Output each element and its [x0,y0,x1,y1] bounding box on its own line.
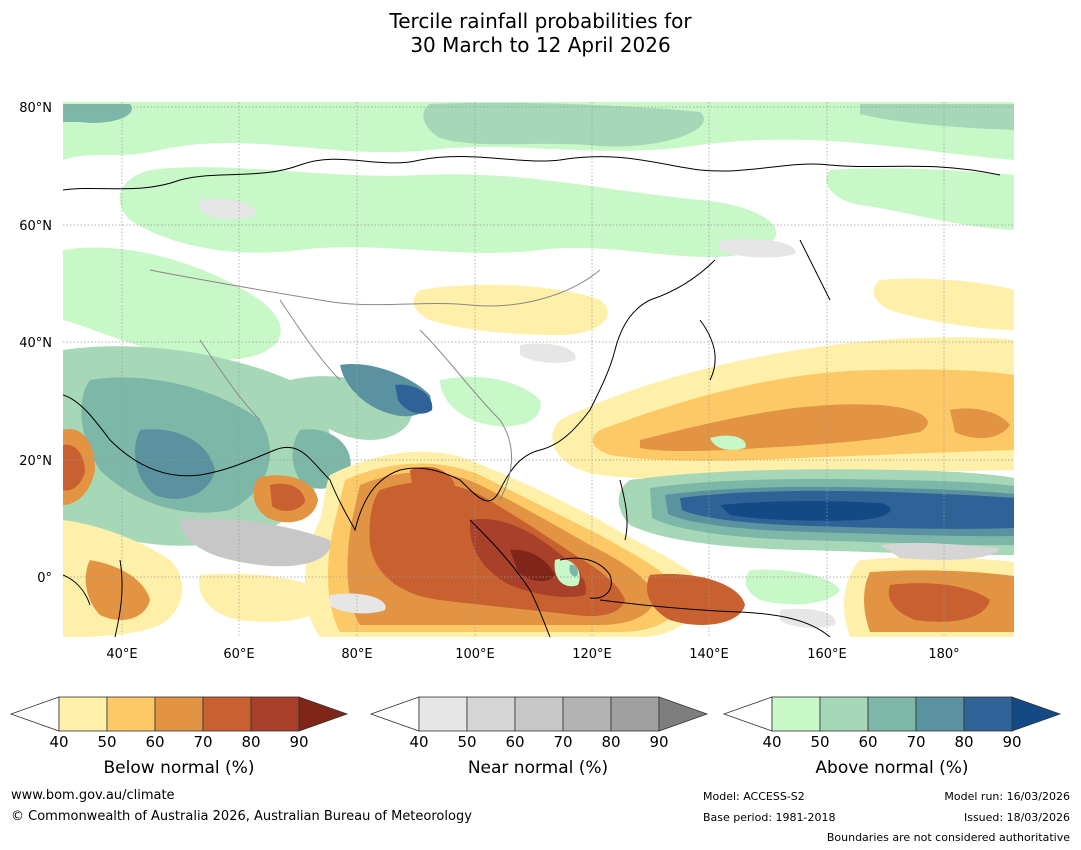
colorbar-near-segment [610,696,660,732]
colorbar-near-tick-label: 70 [553,733,572,751]
colorbar-near-tick-label: 40 [409,733,428,751]
lon-label: 60°E [223,647,254,662]
colorbar-below-segment [154,696,204,732]
colorbar-below-max-extend [298,696,349,732]
probability-map [63,102,1014,637]
colorbar-title-near: Near normal (%) [467,758,609,778]
footer-model: Model: ACCESS-S2 [703,790,805,803]
colorbar-near-min-extend [369,696,420,732]
colorbar-near-segment [466,696,516,732]
colorbar-below-tick-label: 70 [193,733,212,751]
country-borders [149,269,601,501]
colorbar-above-tick-label: 80 [954,733,973,751]
colorbar-above-segment [819,696,869,732]
lon-label: 40°E [106,647,137,662]
colorbar-near-tick-label: 50 [457,733,476,751]
colorbar-near-tick-label: 80 [601,733,620,751]
lat-label: 40°N [19,336,52,351]
footer-disclaimer: Boundaries are not considered authoritat… [826,831,1070,844]
footer-url: www.bom.gov.au/climate [11,788,175,803]
lon-label: 180° [928,647,959,662]
map-title-line1: Tercile rainfall probabilities for [389,9,692,33]
colorbar-above-segment [915,696,965,732]
footer-issued: Issued: 18/03/2026 [963,811,1070,824]
colorbars: 40 50 60 70 80 90 40 50 60 70 80 90 40 50 60 70 80 90 [9,696,1062,751]
lat-label: 0° [37,571,52,586]
colorbar-above-segment [963,696,1013,732]
colorbar-below-min-extend [9,696,60,732]
colorbar-near-tick-label: 60 [505,733,524,751]
colorbar-above-min-extend [722,696,773,732]
footer-base-period: Base period: 1981-2018 [703,811,836,824]
colorbar-above-segment [771,696,821,732]
colorbar-below-tick-label: 90 [289,733,308,751]
colorbar-near-segment [418,696,468,732]
map-title-line2: 30 March to 12 April 2026 [410,33,671,57]
footer-model-run: Model run: 16/03/2026 [944,790,1070,803]
lon-label: 100°E [455,647,495,662]
coastlines [63,155,1001,637]
lon-label: 80°E [341,647,372,662]
colorbar-below-tick-label: 50 [97,733,116,751]
colorbar-below-tick-label: 80 [241,733,260,751]
colorbar-below-segment [58,696,108,732]
longitude-labels: 40°E 60°E 80°E 100°E 120°E 140°E 160°E 1… [106,647,959,662]
latitude-labels: 80°N 60°N 40°N 20°N 0° [19,101,52,586]
colorbar-near-segment [514,696,564,732]
colorbar-near-max-extend [658,696,709,732]
colorbar-above-tick-label: 90 [1002,733,1021,751]
lat-label: 80°N [19,101,52,116]
lon-label: 140°E [689,647,729,662]
colorbar-near-tick-label: 90 [649,733,668,751]
colorbar-below-segment [202,696,252,732]
colorbar-below-segment [106,696,156,732]
colorbar-above-max-extend [1011,696,1062,732]
lon-label: 120°E [572,647,612,662]
colorbar-below-tick-label: 40 [49,733,68,751]
colorbar-above-segment [867,696,917,732]
colorbar-near-segment [562,696,612,732]
colorbar-above-tick-label: 40 [762,733,781,751]
lon-label: 160°E [807,647,847,662]
colorbar-above-tick-label: 50 [810,733,829,751]
lat-label: 20°N [19,454,52,469]
lat-label: 60°N [19,219,52,234]
colorbar-title-below: Below normal (%) [103,758,255,778]
footer-copyright: © Commonwealth of Australia 2026, Austra… [11,809,472,824]
colorbar-title-above: Above normal (%) [815,758,969,778]
colorbar-below-segment [250,696,300,732]
map-gridlines [63,102,1014,637]
colorbar-below-tick-label: 60 [145,733,164,751]
colorbar-above-tick-label: 60 [858,733,877,751]
colorbar-above-tick-label: 70 [906,733,925,751]
